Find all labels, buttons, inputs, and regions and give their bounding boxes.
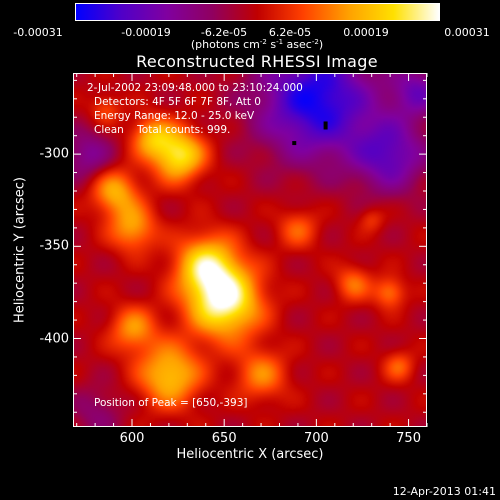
colorbar-unit-label: (photons cm-2 s-1 asec-2) [190,38,324,51]
colorbar-tick-label: -0.00031 [13,26,63,39]
plot-title: Reconstructed RHESSI Image [136,52,378,71]
annotation-energy-range: Energy Range: 12.0 - 25.0 keV [94,110,255,122]
plot-area [73,73,427,427]
marker [323,121,328,130]
timestamp: 12-Apr-2013 01:41 [392,485,496,498]
x-tick-label: 750 [396,431,421,446]
x-tick-label: 600 [119,431,145,446]
y-tick-label: -400 [39,331,69,346]
colorbar-tick-label: 0.00019 [343,26,389,39]
marker [292,141,297,146]
heatmap-image [74,74,426,426]
y-tick-label: -300 [39,146,69,162]
x-axis-label: Heliocentric X (arcsec) [176,447,324,462]
y-tick-label: -350 [39,238,69,254]
annotation-time-range: 2-Jul-2002 23:09:48.000 to 23:10:24.000 [87,82,303,94]
annotation-clean-counts: Clean Total counts: 999. [94,124,231,136]
colorbar [75,3,440,21]
colorbar-tick-label: -6.2e-05 [200,26,248,39]
y-axis-label: Heliocentric Y (arcsec) [12,177,28,323]
colorbar-tick-label: 0.00031 [444,26,490,39]
annotation-peak-position: Position of Peak = [650,-393] [94,397,248,409]
x-tick-label: 700 [303,431,329,446]
annotation-detectors: Detectors: 4F 5F 6F 7F 8F, Att 0 [94,96,261,108]
colorbar-tick-label: -0.00019 [121,26,171,39]
x-tick-label: 650 [211,431,237,446]
colorbar-tick-label: 6.2e-05 [268,26,312,39]
